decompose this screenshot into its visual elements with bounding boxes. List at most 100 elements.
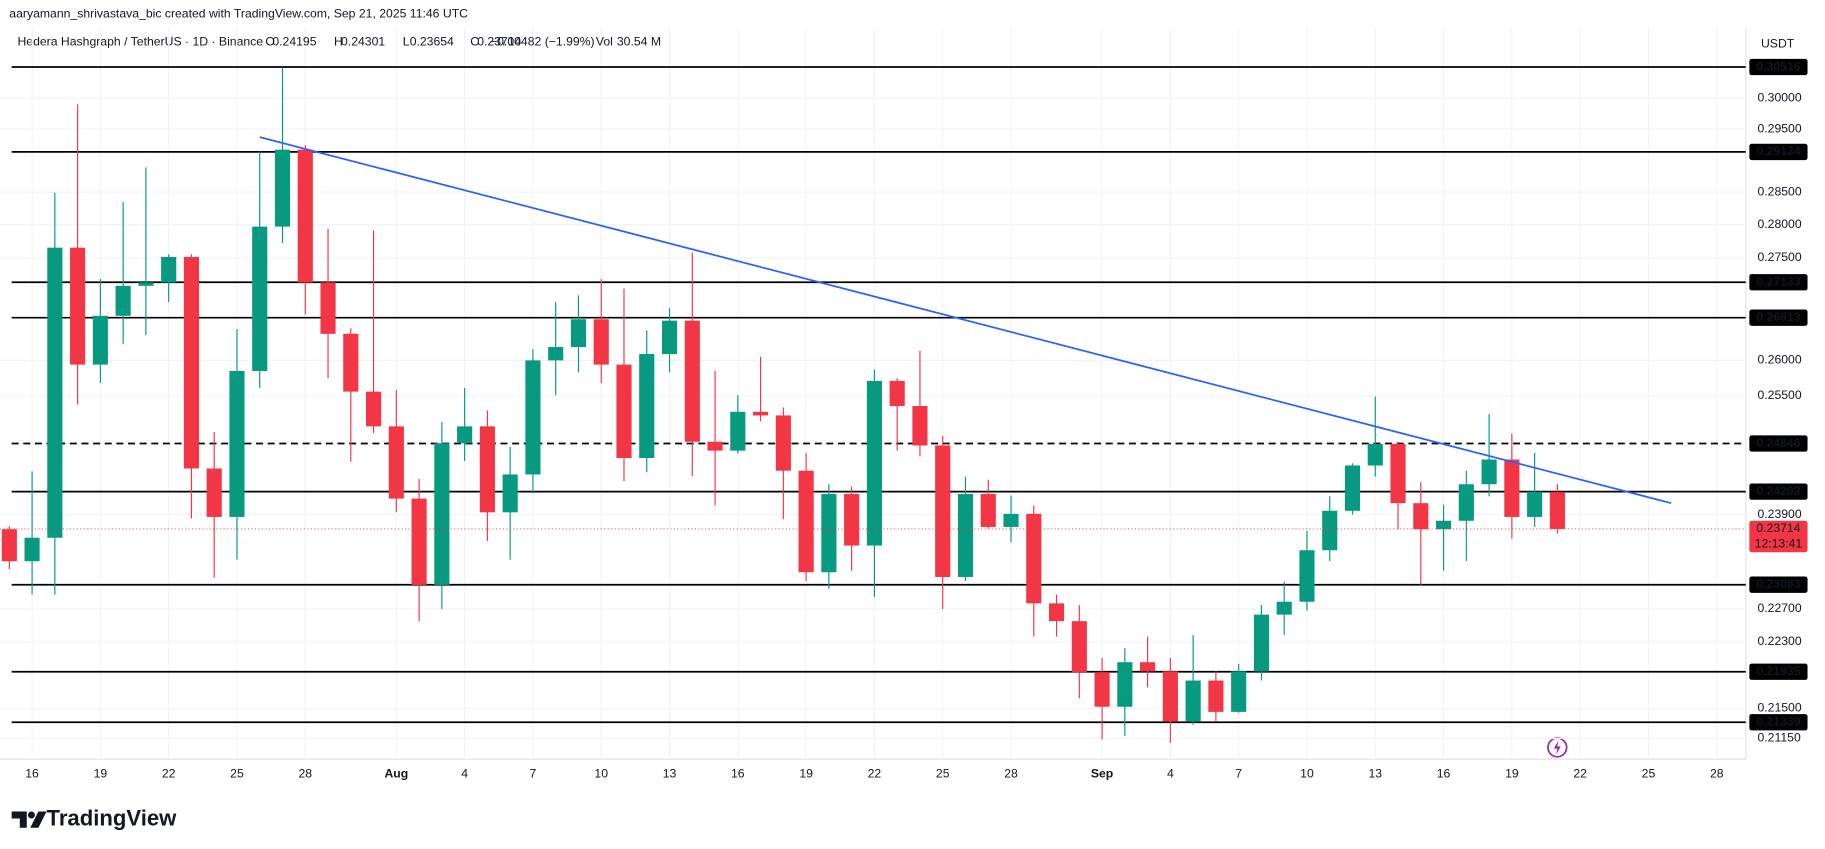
x-tick-label: 28 (298, 766, 312, 780)
candle-body (1549, 492, 1565, 529)
y-tick-label: 0.22700 (1757, 601, 1801, 615)
candle-body (1071, 621, 1087, 673)
y-tick-label: 0.30000 (1757, 91, 1801, 105)
candle-body (366, 391, 382, 427)
candle-body (411, 498, 427, 585)
candle-body (252, 226, 268, 371)
legend-value: 0.23654 (410, 34, 454, 48)
candle-body (912, 406, 928, 446)
candle-body (548, 347, 564, 361)
legend-key: H (334, 34, 343, 48)
brand-name: TradingView (47, 805, 178, 830)
level-label-box (1749, 309, 1808, 326)
candle-body (388, 426, 404, 499)
x-tick-label: 28 (1004, 766, 1018, 780)
x-tick-label: 16 (731, 766, 745, 780)
candle-body (1390, 443, 1406, 504)
x-tick-label: 4 (461, 766, 468, 780)
candle-body (866, 380, 882, 546)
candle-body (1436, 520, 1452, 530)
x-tick-label: 25 (1642, 766, 1656, 780)
candle-body (274, 149, 291, 227)
candle-body (1140, 662, 1156, 672)
attribution: aaryamann_shrivastava_bic created with T… (9, 6, 468, 20)
candle-body (1253, 614, 1270, 672)
candle-body (1481, 459, 1497, 485)
candle-body (935, 445, 951, 577)
y-tick-label: 0.28000 (1757, 217, 1801, 231)
candle-body (889, 380, 905, 407)
last-price-box (1749, 520, 1808, 553)
y-tick-label: 0.27500 (1757, 250, 1801, 264)
candle-body (730, 411, 746, 451)
x-tick-label: 19 (94, 766, 108, 780)
candle-body (70, 247, 86, 365)
candle-body (1299, 550, 1315, 602)
x-tick-label: 25 (230, 766, 244, 780)
level-label: 0.21339 (1756, 714, 1800, 728)
candle-body (616, 364, 632, 459)
y-tick-label: 0.22300 (1757, 634, 1801, 648)
candle-body (957, 494, 974, 577)
x-tick-label: 19 (799, 766, 813, 780)
y-tick-label: 0.28500 (1757, 184, 1801, 198)
level-label: 0.27133 (1756, 274, 1800, 288)
candle-body (115, 285, 131, 316)
countdown: 12:13:41 (1755, 536, 1803, 550)
candle-body (183, 256, 200, 469)
x-tick-label: 13 (1368, 766, 1382, 780)
x-tick-label: 10 (1300, 766, 1314, 780)
level-label: 0.29134 (1756, 144, 1800, 158)
brand-logo: TradingView (11, 805, 178, 830)
candle-body (1026, 513, 1042, 604)
logo-dot (27, 811, 35, 819)
x-tick-label: 16 (25, 766, 39, 780)
x-tick-label: 22 (868, 766, 882, 780)
candle-body (1458, 484, 1474, 521)
candle-body (707, 441, 723, 451)
x-tick-label: 19 (1505, 766, 1519, 780)
x-tick-label: 28 (1710, 766, 1724, 780)
alert-icon (1547, 737, 1568, 758)
candle-body (457, 426, 473, 444)
alert-bolt (1553, 740, 1561, 755)
candle-body (138, 282, 154, 286)
candle-body (1527, 491, 1543, 517)
candle-body (775, 415, 791, 471)
y-tick-label: 0.21150 (1757, 731, 1800, 745)
candle-body (1162, 671, 1178, 722)
legend-volume-key: Vol (596, 34, 613, 48)
candle-body (980, 494, 996, 527)
candle-body (753, 411, 769, 416)
level-label-box (1749, 714, 1808, 731)
y-tick-label: 0.26000 (1757, 353, 1801, 367)
y-tick-label: 0.25500 (1757, 388, 1801, 402)
level-label: 0.21935 (1756, 664, 1800, 678)
candle-body (570, 319, 587, 348)
x-tick-label: 22 (1573, 766, 1587, 780)
candle-body (593, 319, 609, 365)
candle-body (821, 494, 837, 573)
x-tick-label: Aug (384, 766, 408, 780)
logo-icon (11, 811, 47, 828)
level-label: 0.30516 (1756, 59, 1800, 73)
x-tick-label: Sep (1091, 766, 1113, 780)
candle-body (1322, 510, 1338, 551)
legend-key: O (265, 34, 275, 48)
candle-body (844, 494, 860, 546)
candle-body (1344, 465, 1361, 511)
candle-body (479, 426, 495, 513)
level-label: 0.26613 (1756, 310, 1800, 324)
legend-key: L (403, 34, 410, 48)
candle-body (1117, 662, 1133, 707)
candle-body (320, 282, 336, 334)
plot-area (0, 66, 1746, 743)
candle-body (661, 320, 678, 355)
candle-body (1276, 601, 1292, 615)
symbol-title: Hedera Hashgraph / TetherUS · 1D · Binan… (17, 34, 263, 48)
level-label: 0.23003 (1756, 577, 1800, 591)
candle-body (639, 354, 655, 459)
candle-body (24, 537, 40, 562)
candle-body (1048, 603, 1065, 622)
candle-body (502, 474, 518, 513)
